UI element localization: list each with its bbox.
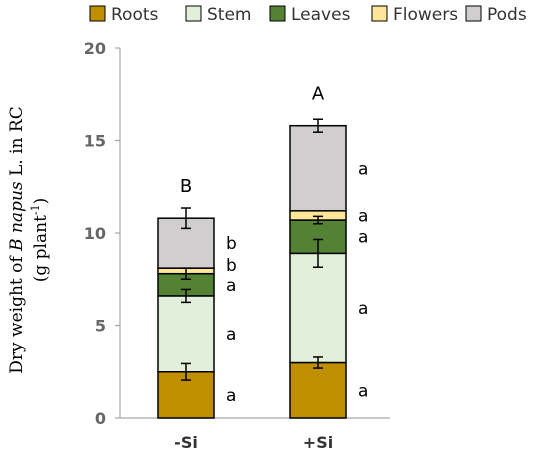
significance-letter-flowers: b	[226, 256, 237, 276]
significance-letter-stem: a	[226, 325, 236, 345]
bar-segment-stem	[157, 295, 215, 373]
y-tick-label: 5	[95, 317, 106, 336]
legend-label-leaves: Leaves	[291, 5, 351, 25]
bar-segment-roots	[157, 371, 215, 419]
bar-segment-stem	[289, 252, 347, 364]
y-tick-label: 0	[95, 409, 106, 428]
legend-label-pods: Pods	[487, 5, 527, 25]
legend-label-flowers: Flowers	[393, 5, 458, 25]
total-significance-letter: B	[180, 176, 192, 197]
y-axis-label-group: Dry weight of B napus L. in RC (g plant-…	[7, 106, 51, 373]
y-tick-label: 20	[84, 39, 106, 58]
significance-letter-pods: b	[226, 234, 237, 254]
legend-swatch-stem	[185, 5, 202, 22]
legend: Roots Stem Leaves Flowers Pods	[89, 5, 527, 25]
legend-label-roots: Roots	[111, 5, 159, 25]
legend-swatch-pods	[465, 5, 482, 22]
y-axis-unit-label: (g plant-1)	[29, 198, 51, 283]
legend-label-stem: Stem	[207, 5, 251, 25]
significance-letter-flowers: a	[358, 206, 368, 226]
y-axis-label: Dry weight of B napus L. in RC	[7, 106, 27, 373]
significance-letter-leaves: a	[358, 228, 368, 248]
significance-letter-roots: a	[226, 386, 236, 406]
legend-swatch-leaves	[269, 5, 286, 22]
y-tick-label: 10	[84, 224, 106, 243]
total-significance-letter: A	[312, 84, 325, 105]
significance-letter-pods: a	[358, 159, 368, 179]
x-tick-label: -Si	[174, 433, 198, 452]
legend-swatch-flowers	[371, 5, 388, 22]
legend-swatch-roots	[89, 5, 106, 22]
error-bars	[181, 118, 323, 381]
y-tick-label: 15	[84, 132, 106, 151]
significance-letter-leaves: a	[226, 276, 236, 296]
significance-letter-stem: a	[358, 299, 368, 319]
significance-letter-roots: a	[358, 381, 368, 401]
x-tick-label: +Si	[303, 433, 333, 452]
bar-segment-roots	[289, 361, 347, 419]
bar-segment-pods	[289, 124, 347, 212]
